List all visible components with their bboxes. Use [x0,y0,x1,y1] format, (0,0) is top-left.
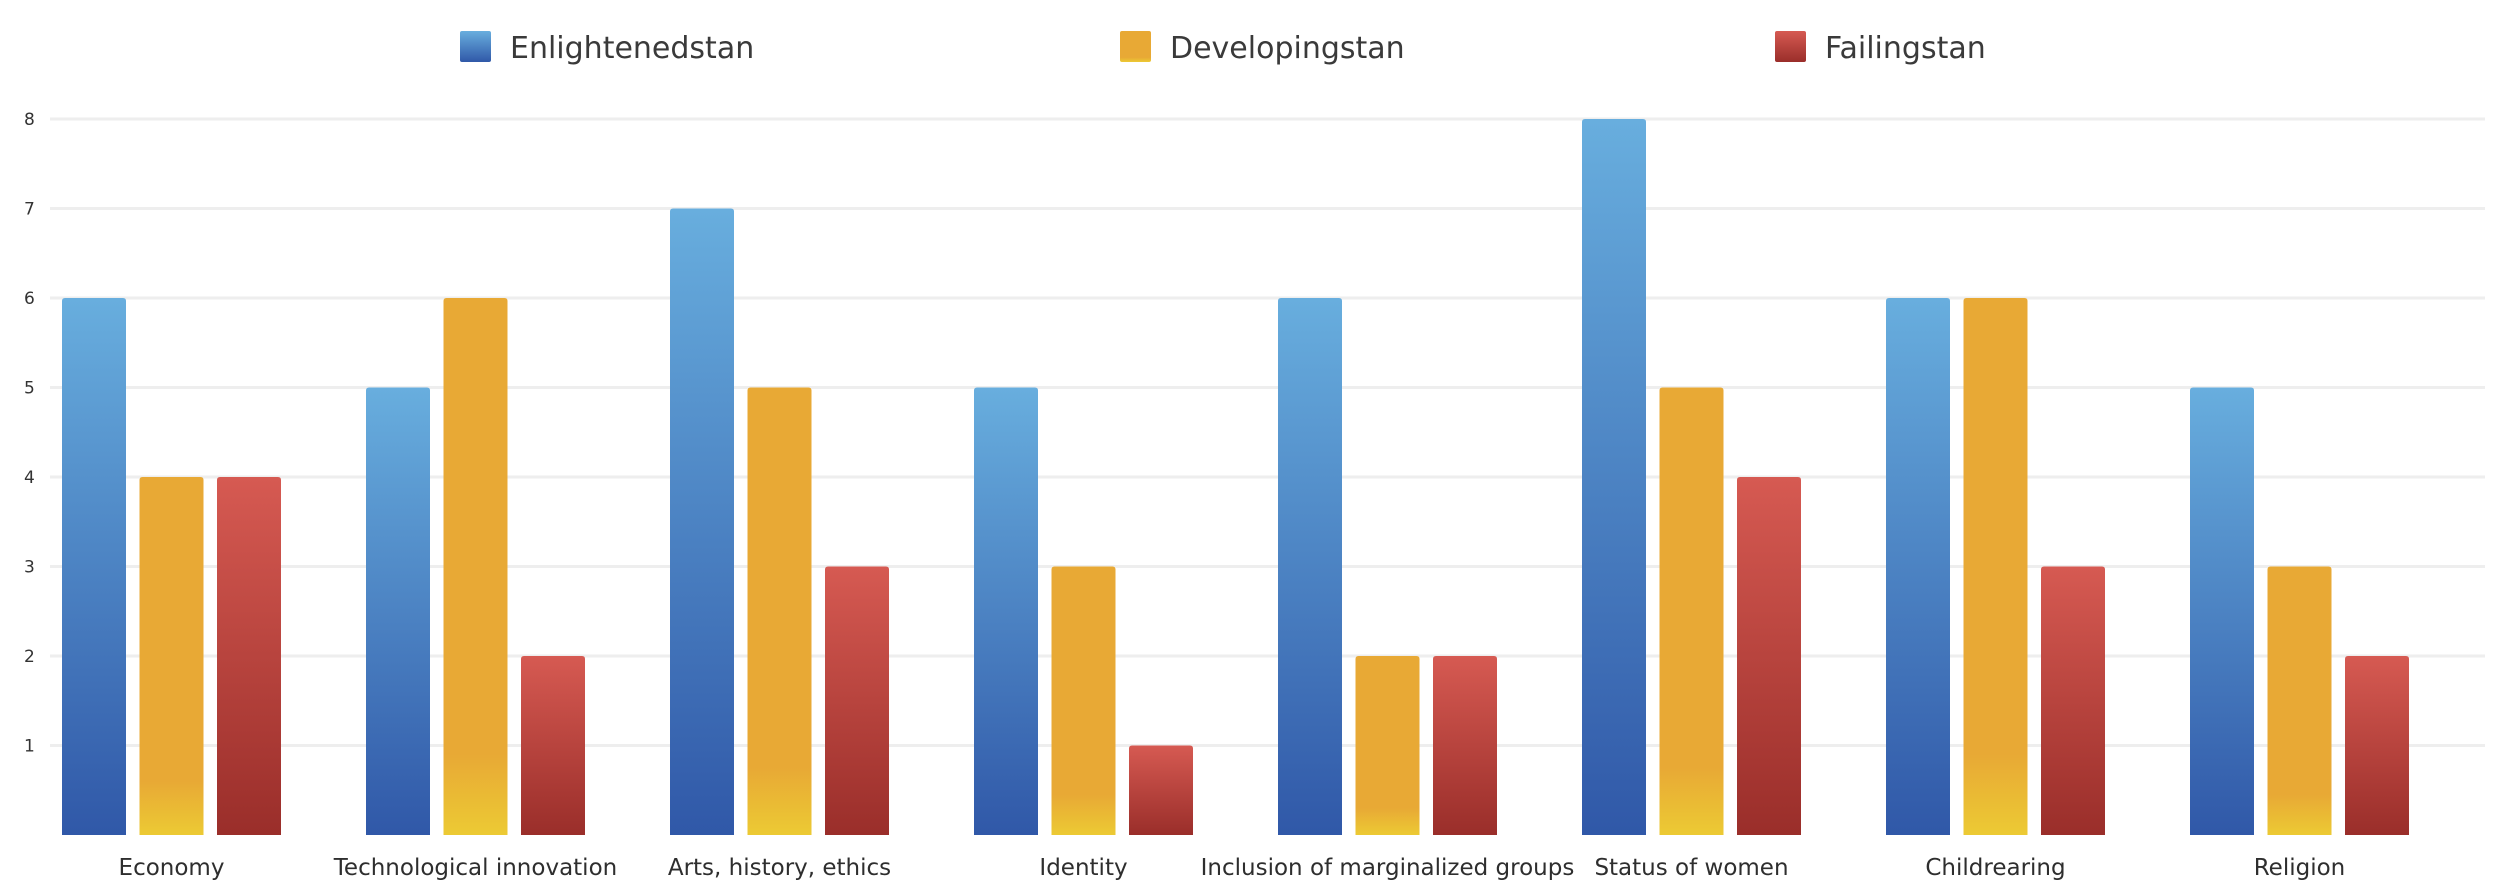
y-tick-label-8: 8 [24,110,35,130]
bar-status-of-women-developingstan [1659,387,1724,835]
bar-religion-developingstan [2267,566,2332,835]
bar-economy-developingstan [139,477,204,835]
category-label-arts-history-ethics: Arts, history, ethics [668,855,891,881]
legend: Enlightenedstan Developingstan Failingstan [460,31,1986,66]
bar-arts-history-ethics-failingstan [825,566,889,835]
bar-arts-history-ethics-developingstan [747,387,812,835]
legend-swatch-enlightenedstan [460,31,491,62]
y-tick-label-6: 6 [24,289,35,309]
category-label-childrearing: Childrearing [1925,855,2065,881]
bar-inclusion-of-marginalized-groups-failingstan [1433,656,1497,835]
y-tick-label-3: 3 [24,558,35,578]
bar-religion-failingstan [2345,656,2409,835]
legend-label-enlightenedstan: Enlightenedstan [510,31,754,66]
y-tick-label-7: 7 [24,200,35,220]
bar-identity-failingstan [1129,745,1193,835]
legend-label-developingstan: Developingstan [1170,31,1405,66]
y-tick-label-4: 4 [24,468,35,488]
y-axis-ticks: 1 2 3 4 5 6 7 8 [24,110,35,757]
legend-swatch-failingstan [1775,31,1806,62]
category-label-identity: Identity [1039,855,1127,881]
category-label-inclusion-of-marginalized-groups: Inclusion of marginalized groups [1201,855,1575,881]
bar-childrearing-failingstan [2041,566,2105,835]
y-tick-label-2: 2 [24,647,35,667]
bar-status-of-women-failingstan [1737,477,1801,835]
category-label-economy: Economy [119,855,225,881]
bar-inclusion-of-marginalized-groups-enlightenedstan [1278,298,1342,835]
bar-religion-enlightenedstan [2190,387,2254,835]
y-tick-label-1: 1 [24,737,35,757]
bar-technological-innovation-developingstan [443,298,508,835]
x-axis-category-labels: Economy Technological innovation Arts, his… [119,855,2346,881]
bar-childrearing-enlightenedstan [1886,298,1950,835]
bar-economy-failingstan [217,477,281,835]
bar-identity-enlightenedstan [974,387,1038,835]
bar-inclusion-of-marginalized-groups-developingstan [1355,656,1420,835]
bars [62,119,2409,835]
bar-technological-innovation-enlightenedstan [366,387,430,835]
legend-label-failingstan: Failingstan [1825,31,1986,66]
bar-status-of-women-enlightenedstan [1582,119,1646,835]
category-label-status-of-women: Status of women [1594,855,1788,881]
category-label-technological-innovation: Technological innovation [333,855,617,881]
bar-arts-history-ethics-enlightenedstan [670,208,734,835]
bar-identity-developingstan [1051,566,1116,835]
bar-childrearing-developingstan [1963,298,2028,835]
category-label-religion: Religion [2254,855,2346,881]
y-tick-label-5: 5 [24,379,35,399]
legend-swatch-developingstan [1120,31,1151,62]
bar-technological-innovation-failingstan [521,656,585,835]
bar-economy-enlightenedstan [62,298,126,835]
